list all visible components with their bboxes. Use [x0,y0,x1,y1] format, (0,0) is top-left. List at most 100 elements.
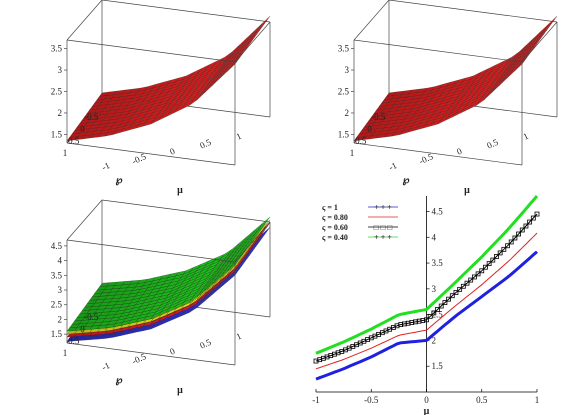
series-marker [512,235,518,241]
box-front-top [353,39,523,63]
surface-0 [353,16,558,142]
x-tick-label: -1 [312,395,320,405]
x-tick-label: 1 [63,348,68,358]
series-marker [530,215,536,221]
series-marker [446,296,452,302]
z-tick-label: 2.5 [338,87,350,97]
x-axis-label: ℘ [116,175,123,186]
series-marker [453,290,459,295]
series-marker [449,293,455,299]
x-tick-label: 0.5 [68,136,80,146]
series-marker [427,313,433,319]
x-axis-label: ℘ [116,375,123,386]
y-tick-label: 0 [168,146,177,157]
series-marker [527,219,533,225]
legend-label: ς = 0.80 [322,213,348,222]
series-marker [468,277,474,283]
x-tick-label: 0 [80,124,85,134]
y-axis-label: μ [464,185,470,196]
surface-panel-top-left: 1.522.533.510.50-0.5℘-1 -0.5 00.51μ [51,0,271,196]
y-tick-label: 2 [432,335,437,345]
x-tick-label: 0 [367,124,372,134]
series-line-1 [315,232,538,370]
x-tick-label: -0.5 [364,395,379,405]
x-tick-label: 0.5 [476,395,488,405]
series-marker [435,307,440,312]
series-marker [508,239,514,245]
series-marker [464,280,470,286]
series-marker [479,268,485,274]
line-panel-bottom-right: -1 -0.5 0 0.5 1 1.5 2 2.5 3 3.5 4 4.5 μ ς = 1 + + + ς =… [312,195,540,415]
z-tick-label: 2.5 [51,87,63,97]
y-tick-label: -1 [100,160,111,172]
series-marker [486,261,492,267]
z-tick-label: 3.5 [51,44,63,54]
x-tick-label: 1 [63,148,68,158]
series-marker [438,303,444,309]
series-marker [424,317,429,323]
z-tick-label: 3.5 [51,270,63,280]
box-top-right [234,21,271,63]
z-tick-label: 1.5 [51,129,63,139]
surface-cell [259,227,271,238]
series-marker [516,231,521,237]
series-marker [490,257,496,263]
series-marker [501,246,507,252]
y-axis-label: μ [177,185,183,196]
z-tick-label: 4 [58,256,63,266]
box-front-top [66,39,236,63]
surface-3 [66,216,271,332]
y-tick-label: 2.5 [432,310,444,320]
y-tick-label: 0.5 [485,137,500,151]
surface-cell [259,16,271,27]
series-line-2 [315,213,538,362]
y-tick-label: 3 [432,284,437,294]
x-tick-label: 1 [535,395,540,405]
x-tick-label: 1 [350,148,355,158]
surface-0 [66,16,271,142]
x-tick-label: -0.5 [84,112,99,122]
x-tick-label: 0 [80,324,85,334]
z-tick-label: 3 [58,285,63,295]
box-back-top [66,0,271,41]
series-marker [475,271,481,277]
series-marker [457,286,463,292]
z-tick-label: 3 [58,65,63,75]
series-marker [471,274,477,280]
y-tick-label: 1 [522,131,530,142]
series-marker [523,223,529,229]
legend-label: ς = 1 [322,203,338,212]
y-tick-label: 1.5 [432,361,444,371]
x-tick-label: -0.5 [84,312,99,322]
box-back-top [353,0,558,41]
y-tick-label: 1 [235,131,243,142]
box-front-bottom [66,342,236,366]
surface-cell [259,216,271,227]
box-front-bottom [66,142,236,166]
x-tick-label: 0.5 [355,136,367,146]
y-tick-label: 0.5 [198,137,213,151]
box-back-top [66,199,271,241]
series-line-3 [315,195,539,355]
x-tick-label: 0 [424,395,429,405]
z-tick-label: 3.5 [338,44,350,54]
legend-marker: + + + [374,233,392,242]
series-marker [460,283,466,289]
legend-label: ς = 0.40 [322,233,348,242]
y-tick-label: 4 [432,232,437,242]
z-tick-label: 2 [58,314,63,324]
box-top-right [234,221,271,263]
series-marker [483,264,488,270]
series-line-0 [315,250,538,381]
z-tick-label: 1.5 [338,129,350,139]
box-top-right [521,21,558,63]
series-marker [505,243,510,249]
y-tick-label: 3.5 [432,258,444,268]
surface-cell [546,16,558,27]
y-tick-label: 1 [235,331,243,342]
x-tick-label: 0.5 [68,336,80,346]
legend-marker: □ □ □ [374,223,393,232]
z-tick-label: 4.5 [51,241,63,251]
legend-label: ς = 0.60 [322,223,348,232]
